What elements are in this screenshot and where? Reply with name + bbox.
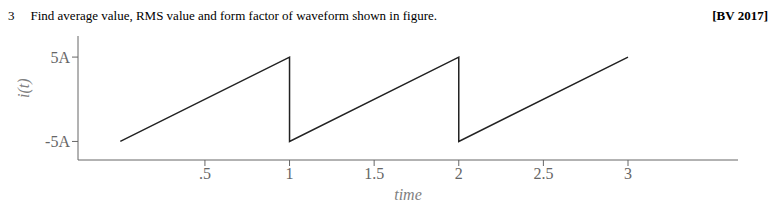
svg-text:.5: .5 [199,165,211,182]
svg-text:time: time [394,186,422,200]
svg-text:i(t): i(t) [15,78,33,98]
svg-text:5A: 5A [50,49,70,66]
svg-text:1.5: 1.5 [364,165,384,182]
svg-text:2: 2 [455,165,463,182]
html-text:[BV 2017]: [BV 2017] [712,8,768,23]
html-text:Find average value, RMS value: Find average value, RMS value and form f… [30,8,437,23]
svg-text:2.5: 2.5 [533,165,553,182]
svg-text:1: 1 [286,165,294,182]
svg-text:-5A: -5A [45,133,70,150]
html-text:3: 3 [8,8,15,23]
svg-text:3: 3 [624,165,632,182]
